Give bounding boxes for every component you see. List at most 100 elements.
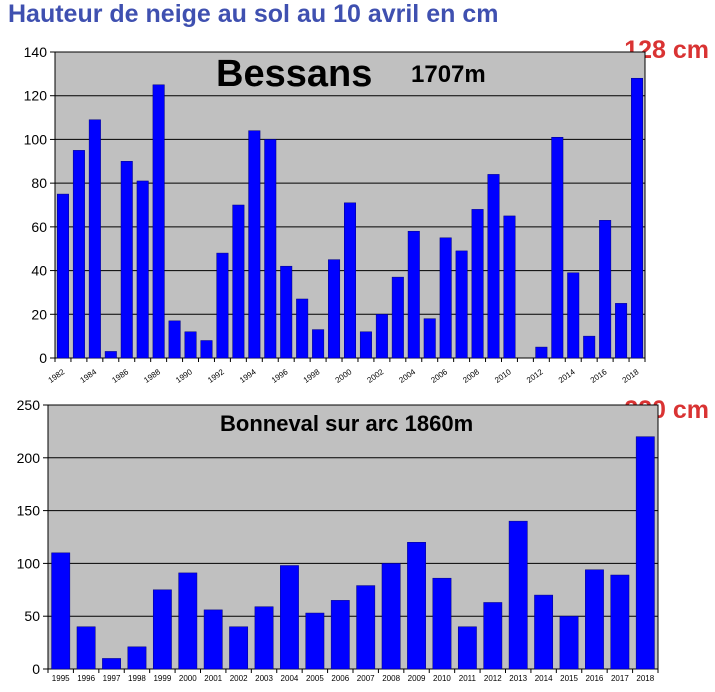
bar [583, 335, 596, 359]
y-tick-label: 0 [39, 350, 47, 366]
bar [76, 626, 96, 670]
bar [254, 606, 274, 670]
bar [615, 303, 628, 359]
bar [328, 259, 341, 359]
x-tick-label: 1996 [270, 367, 290, 385]
x-tick-label: 1986 [110, 367, 130, 385]
x-tick-label: 2004 [281, 674, 299, 683]
x-tick-label: 2006 [331, 674, 349, 683]
bar [585, 569, 604, 670]
x-tick-label: 2009 [408, 674, 426, 683]
x-tick-label: 1982 [47, 367, 67, 385]
bar [152, 84, 165, 359]
y-tick-label: 200 [17, 450, 41, 466]
bar [356, 585, 376, 670]
bar [296, 298, 309, 359]
bar [635, 436, 655, 670]
x-tick-label: 2007 [357, 674, 375, 683]
bar [344, 202, 356, 359]
bar [551, 136, 564, 359]
bar [508, 520, 528, 670]
x-tick-label: 2000 [334, 367, 354, 385]
y-tick-label: 100 [17, 555, 41, 571]
bar [534, 594, 554, 670]
x-tick-label: 2012 [484, 674, 502, 683]
bar [432, 577, 452, 670]
bar [407, 542, 426, 670]
x-tick-label: 1994 [238, 367, 258, 385]
bar [483, 602, 503, 670]
chart-1-subtitle: 1707m [411, 61, 486, 88]
bar [200, 340, 213, 359]
bar [559, 615, 579, 670]
x-tick-label: 2015 [560, 674, 578, 683]
x-tick-label: 2002 [230, 674, 248, 683]
bar [136, 180, 149, 359]
x-tick-label: 2018 [636, 674, 654, 683]
x-tick-label: 1990 [174, 367, 194, 385]
x-tick-label: 2017 [611, 674, 629, 683]
bar [535, 346, 548, 359]
bar [305, 612, 325, 670]
y-tick-label: 60 [31, 219, 47, 235]
bar [503, 215, 516, 359]
bar [280, 265, 293, 359]
bar [312, 329, 325, 359]
y-tick-label: 0 [32, 661, 40, 677]
bar [567, 272, 580, 359]
bar [423, 318, 436, 359]
x-tick-label: 1999 [153, 674, 171, 683]
bar [152, 589, 172, 670]
page-title: Hauteur de neige au sol au 10 avril en c… [8, 0, 499, 28]
bar [264, 139, 277, 359]
x-tick-label: 2016 [586, 674, 604, 683]
bar [455, 250, 468, 359]
chart-bessans: 0 20 40 60 80 100 120 140 1982 1984 1986 1988 1990 19… [24, 44, 646, 385]
bar [457, 626, 477, 670]
y-tick-label: 40 [31, 263, 47, 279]
bar [102, 658, 121, 670]
x-tick-label: 1988 [142, 367, 162, 385]
x-tick-label: 2012 [525, 367, 545, 385]
x-tick-label: 2005 [306, 674, 324, 683]
bar [216, 252, 229, 359]
bar [232, 204, 245, 359]
x-tick-label: 2014 [535, 674, 553, 683]
bar [280, 565, 299, 670]
bar [407, 230, 420, 359]
bar [178, 572, 198, 670]
x-tick-label: 2000 [179, 674, 197, 683]
bar [610, 574, 630, 670]
x-tick-label: 2001 [204, 674, 222, 683]
x-tick-label: 2003 [255, 674, 273, 683]
x-tick-label: 1984 [79, 367, 99, 385]
y-tick-label: 100 [24, 131, 48, 147]
x-tick-label: 2014 [557, 367, 577, 385]
bar [51, 552, 71, 670]
x-tick-label: 2016 [589, 367, 609, 385]
chart-bonneval: 0 50 100 150 200 250 1995 1996 1997 1998 1999 2000 2… [17, 397, 659, 683]
bar [391, 276, 404, 359]
bar [104, 351, 117, 359]
chart-1-title: Bessans [216, 53, 372, 95]
chart-2-title: Bonneval sur arc 1860m [220, 411, 473, 436]
y-tick-label: 140 [24, 44, 48, 60]
bar [127, 646, 147, 670]
bar [56, 193, 69, 359]
x-tick-label: 2018 [621, 367, 641, 385]
y-tick-label: 20 [31, 306, 47, 322]
bar [248, 130, 261, 359]
bar [599, 220, 612, 359]
bar [375, 314, 388, 359]
bar [487, 174, 500, 359]
bar [88, 119, 101, 359]
bar [381, 563, 401, 670]
x-tick-label: 2008 [382, 674, 400, 683]
x-tick-label: 1998 [302, 367, 322, 385]
x-tick-label: 1992 [206, 367, 226, 385]
bar [359, 331, 372, 359]
y-tick-label: 50 [24, 608, 40, 624]
y-tick-label: 80 [31, 175, 47, 191]
y-tick-label: 120 [24, 88, 48, 104]
